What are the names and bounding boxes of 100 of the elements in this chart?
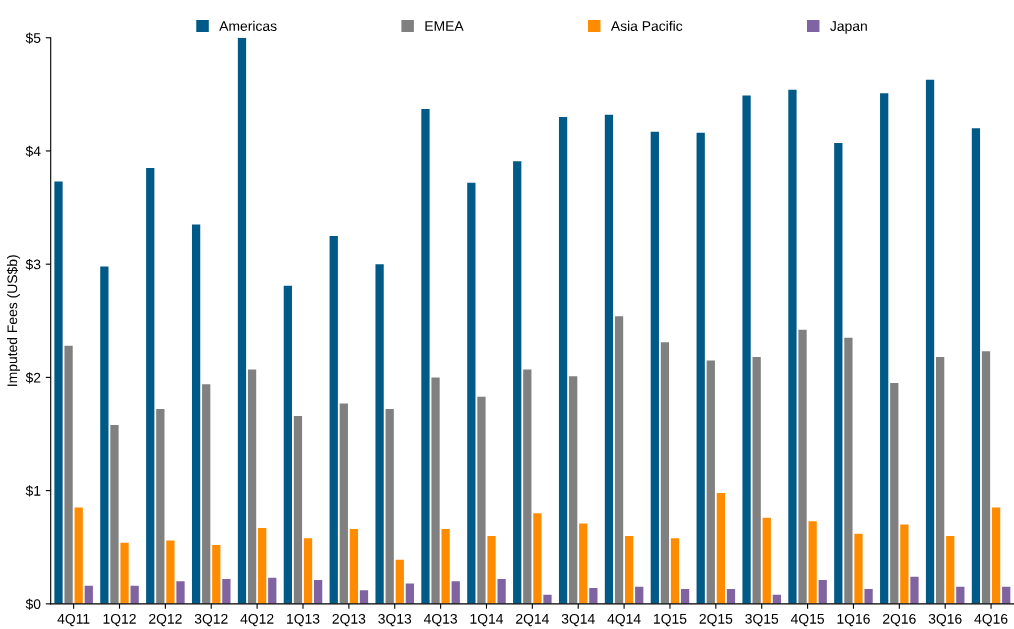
bar	[359, 590, 369, 604]
bar	[579, 523, 588, 604]
bar	[614, 316, 624, 604]
bar	[910, 576, 919, 604]
bar	[742, 95, 751, 604]
bar	[100, 266, 109, 604]
bar	[293, 415, 303, 604]
bar	[222, 578, 231, 604]
bar	[844, 337, 853, 604]
y-tick-label: $5	[25, 32, 41, 44]
bar	[405, 583, 415, 604]
bar	[467, 182, 476, 604]
bar	[395, 559, 404, 604]
bar	[268, 577, 277, 604]
x-tick-label: 1Q14	[470, 613, 504, 627]
bar	[880, 93, 889, 604]
bar	[706, 360, 715, 604]
bar	[956, 586, 965, 604]
bar	[864, 589, 873, 604]
bar	[349, 529, 359, 604]
legend-label: EMEA	[425, 21, 464, 31]
bar	[650, 131, 659, 604]
x-tick-label: 3Q15	[745, 613, 779, 627]
bar	[981, 351, 991, 604]
x-tick-label: 1Q12	[103, 613, 136, 627]
bar	[946, 535, 955, 604]
bar	[258, 527, 267, 604]
bar	[54, 181, 63, 604]
legend-label: Americas	[219, 20, 277, 31]
bar	[497, 578, 506, 604]
bar	[818, 580, 827, 604]
x-tick-label: 3Q16	[928, 613, 962, 627]
x-tick-label: 4Q15	[790, 613, 824, 627]
bar	[569, 376, 578, 604]
bar	[533, 513, 542, 604]
bar	[451, 581, 460, 604]
bar	[558, 116, 568, 604]
bar	[752, 357, 761, 604]
x-tick-label: 3Q13	[378, 613, 412, 627]
x-tick-label: 2Q15	[699, 613, 733, 627]
bar	[788, 89, 797, 604]
y-tick-label: $3	[25, 258, 41, 271]
bar	[237, 37, 247, 604]
bar	[834, 143, 843, 604]
bar	[604, 114, 614, 604]
x-tick-label: 4Q14	[607, 613, 641, 627]
bar	[798, 329, 807, 604]
bar	[625, 535, 634, 604]
bar	[329, 235, 338, 604]
y-tick-label: $4	[25, 145, 41, 157]
bar	[110, 424, 119, 604]
bar	[385, 409, 394, 604]
bar	[523, 369, 532, 604]
bar	[283, 285, 292, 604]
bar	[375, 264, 384, 604]
bar	[74, 507, 83, 604]
bar	[680, 589, 690, 604]
bar	[156, 409, 165, 604]
x-tick-label: 2Q13	[332, 613, 366, 627]
bar	[660, 342, 670, 604]
bar	[339, 403, 348, 604]
x-tick-label: 2Q14	[516, 613, 549, 627]
legend-label: Japan	[830, 21, 867, 34]
bar	[212, 544, 221, 604]
bar	[635, 586, 644, 604]
bar	[421, 109, 430, 604]
bar	[513, 161, 522, 604]
bar	[130, 585, 139, 604]
x-tick-label: 1Q16	[837, 613, 870, 627]
x-tick-label: 2Q16	[883, 613, 916, 627]
y-tick-label: $0	[25, 598, 41, 610]
bar	[670, 538, 680, 604]
bar	[202, 384, 211, 604]
x-tick-label: 2Q12	[149, 613, 182, 627]
bar	[716, 492, 726, 604]
bar	[84, 585, 93, 604]
bar	[726, 589, 736, 604]
bar	[303, 538, 313, 604]
x-tick-label: 4Q13	[423, 613, 457, 627]
bar	[890, 383, 899, 604]
bar	[313, 580, 323, 604]
bar	[696, 132, 705, 604]
bar	[589, 587, 598, 604]
y-axis-title: Imputed Fees (US$b)	[6, 255, 20, 386]
x-tick-label: 3Q14	[561, 613, 595, 627]
bar	[936, 357, 945, 604]
bar	[441, 529, 450, 604]
y-tick-label: $2	[25, 372, 41, 384]
bar	[176, 581, 185, 604]
bar	[247, 369, 257, 604]
bar	[900, 524, 909, 604]
bar	[543, 594, 552, 604]
bar	[1002, 586, 1011, 604]
x-tick-label: 1Q13	[287, 613, 320, 627]
legend-label: Asia Pacific	[610, 20, 683, 31]
y-tick-label: $1	[25, 485, 41, 497]
bar	[431, 377, 440, 604]
x-tick-label: 4Q16	[974, 613, 1008, 627]
bar	[971, 128, 981, 604]
bar	[808, 521, 817, 604]
